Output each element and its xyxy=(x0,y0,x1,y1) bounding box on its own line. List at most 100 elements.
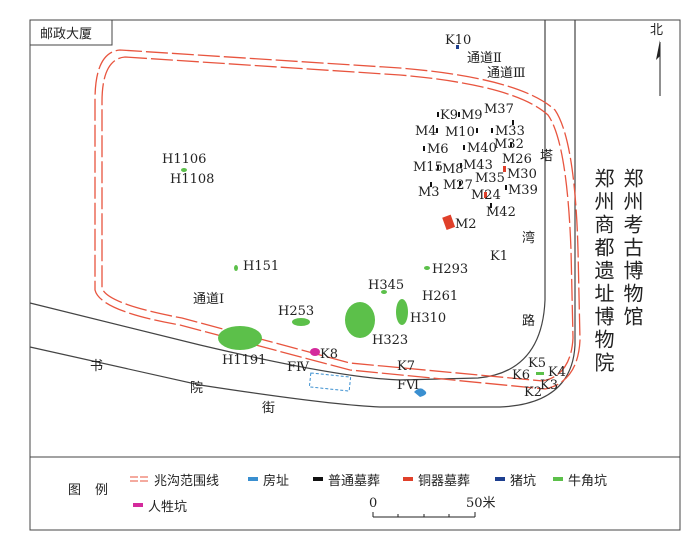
tomb xyxy=(458,112,460,117)
tomb xyxy=(437,112,439,117)
feature-label: M27 xyxy=(443,178,473,193)
tomb xyxy=(476,128,478,133)
pit xyxy=(292,318,310,326)
pit xyxy=(396,299,408,325)
tomb xyxy=(423,146,425,151)
tomb xyxy=(491,128,493,133)
feature-label: K10 xyxy=(445,33,471,48)
tomb xyxy=(459,181,461,186)
feature-label: M37 xyxy=(484,102,514,117)
museum-label: 郑州商都遗址博物院 xyxy=(591,168,615,375)
legend-swatch xyxy=(133,503,143,507)
feature-label: M10 xyxy=(445,125,475,140)
feature-label: FⅥ xyxy=(397,378,419,393)
legend-swatch xyxy=(495,477,505,481)
pit xyxy=(218,326,262,350)
feature-label: H1108 xyxy=(170,172,214,187)
legend-label: 房址 xyxy=(263,473,289,489)
feature-label: H310 xyxy=(410,311,446,326)
feature-label: H323 xyxy=(372,333,408,348)
street-label: 路 xyxy=(522,313,535,329)
north-arrowhead xyxy=(656,40,660,60)
feature-label: M40 xyxy=(467,141,497,156)
tomb xyxy=(510,142,512,147)
tomb xyxy=(437,165,439,170)
feature-label: M33 xyxy=(495,124,525,139)
feature-label: 通道Ⅱ xyxy=(467,51,502,66)
north-label: 北 xyxy=(650,23,663,38)
feature-label: M30 xyxy=(507,167,537,182)
feature-label: K5 xyxy=(528,356,546,371)
ditch-line xyxy=(101,56,574,382)
ditch-line xyxy=(94,49,581,390)
road-edge xyxy=(29,20,546,381)
feature-label: M3 xyxy=(418,185,440,200)
legend-swatch xyxy=(248,477,258,481)
feature-label: 通道Ⅰ xyxy=(193,292,224,307)
museum-label: 郑州考古博物馆 xyxy=(620,168,644,329)
building-label: 邮政大厦 xyxy=(40,27,92,42)
legend-swatch xyxy=(553,477,563,481)
legend-label: 人牲坑 xyxy=(148,500,187,515)
tomb xyxy=(436,128,438,133)
bronze-tomb xyxy=(484,192,487,198)
feature-label: M2 xyxy=(455,217,477,232)
pit xyxy=(424,266,430,270)
tombs xyxy=(423,112,514,208)
feature-label: M4 xyxy=(415,124,437,139)
house xyxy=(308,372,352,392)
legend-label: 铜器墓葬 xyxy=(418,474,470,489)
legend-label: 猪坑 xyxy=(510,474,536,489)
feature-label: K3 xyxy=(540,378,558,393)
features xyxy=(181,45,544,397)
sacrifice-pit xyxy=(310,348,320,356)
feature-label: M39 xyxy=(508,183,538,198)
legend-title: 图例 xyxy=(68,483,122,498)
street-label: 书 xyxy=(90,359,103,374)
bronze-tomb xyxy=(442,214,456,230)
street-label: 塔 xyxy=(540,149,553,164)
feature-label: M43 xyxy=(463,158,493,173)
feature-label: H1106 xyxy=(162,152,206,167)
frame xyxy=(29,19,681,531)
feature-label: K7 xyxy=(397,359,415,374)
feature-label: K4 xyxy=(548,365,566,380)
tomb xyxy=(505,185,507,190)
feature-label: H1191 xyxy=(222,353,266,368)
feature-label: M8 xyxy=(442,162,464,177)
bronze-tomb xyxy=(503,166,506,172)
feature-label: M15 xyxy=(413,160,443,175)
pit xyxy=(234,265,238,271)
scale-end: 50米 xyxy=(466,496,496,511)
feature-label: K1 xyxy=(490,249,508,264)
scale-start: 0 xyxy=(369,496,377,511)
legend-label: 牛角坑 xyxy=(568,474,607,489)
legend-swatch xyxy=(403,477,413,481)
pit xyxy=(181,168,187,172)
feature-label: M6 xyxy=(427,142,449,157)
tomb xyxy=(512,120,514,125)
scale-ticks xyxy=(372,512,476,517)
legend-label: 普通墓葬 xyxy=(328,474,380,489)
feature-label: K6 xyxy=(512,368,530,383)
pit xyxy=(345,302,375,338)
tomb xyxy=(490,203,492,208)
tomb xyxy=(430,182,432,187)
pig-pit xyxy=(456,45,459,49)
tomb xyxy=(460,163,462,168)
feature-label: K2 xyxy=(524,385,542,400)
feature-label: M32 xyxy=(494,137,524,152)
feature-label: M42 xyxy=(486,205,516,220)
feature-label: H253 xyxy=(278,304,314,319)
pit xyxy=(536,372,544,375)
feature-label: 通道Ⅲ xyxy=(487,66,526,81)
tomb xyxy=(463,145,465,150)
street-label: 院 xyxy=(190,381,203,396)
feature-label: H151 xyxy=(243,259,279,274)
feature-label: K9 xyxy=(440,108,458,123)
legend-swatch xyxy=(313,477,323,481)
legend-label: 兆沟范围线 xyxy=(154,474,219,489)
feature-label: M35 xyxy=(475,171,505,186)
feature-label: H345 xyxy=(368,278,404,293)
